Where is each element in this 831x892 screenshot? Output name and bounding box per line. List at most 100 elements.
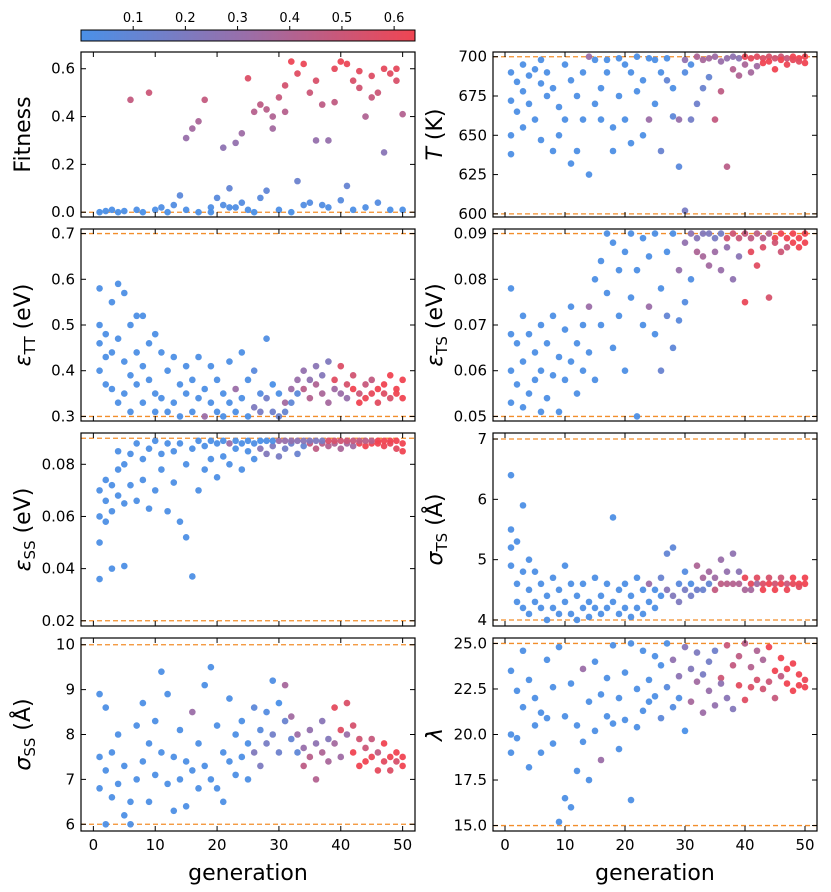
data-point (257, 194, 264, 202)
data-point (312, 445, 320, 452)
data-point (525, 390, 533, 397)
data-point (561, 61, 569, 68)
data-point (238, 717, 246, 725)
colorbar-gradient (80, 29, 416, 42)
y-tick-label: 0.08 (42, 455, 75, 473)
data-point (747, 683, 755, 691)
data-point (573, 339, 581, 347)
data-point (399, 447, 406, 455)
data-point (275, 94, 283, 101)
data-point (380, 437, 388, 445)
data-point (537, 408, 545, 416)
data-point (201, 681, 209, 689)
data-point (561, 562, 569, 569)
data-point (711, 53, 719, 61)
data-point (374, 749, 382, 756)
data-point (699, 671, 707, 678)
data-point (318, 201, 326, 209)
data-point (127, 450, 134, 458)
data-point (765, 53, 773, 61)
data-point (585, 53, 593, 61)
data-point (657, 147, 665, 155)
data-point (555, 610, 563, 618)
data-point (591, 727, 599, 735)
data-point (207, 362, 215, 370)
data-point (513, 381, 521, 388)
data-point (281, 108, 289, 116)
data-point (579, 738, 587, 746)
data-point (603, 604, 611, 612)
data-point (312, 740, 320, 747)
data-point (201, 762, 209, 770)
data-point (368, 390, 376, 397)
data-point (263, 335, 270, 343)
data-point (368, 735, 376, 743)
data-point (102, 353, 110, 361)
data-point (507, 544, 515, 551)
data-point (513, 108, 521, 116)
axes-frame (492, 637, 818, 832)
data-point (699, 586, 707, 594)
data-point (651, 604, 659, 612)
data-point (287, 437, 295, 445)
data-point (681, 239, 689, 247)
data-point (250, 367, 258, 375)
data-point (543, 616, 551, 624)
data-point (789, 56, 797, 64)
data-point (681, 69, 689, 76)
data-point (269, 677, 277, 684)
data-point (507, 367, 515, 375)
colorbar: 0.1 0.2 0.3 0.4 0.5 0.6 (80, 11, 416, 42)
data-point (633, 87, 641, 95)
data-point (114, 399, 122, 407)
data-point (669, 230, 677, 237)
data-point (337, 445, 345, 452)
data-point (356, 399, 363, 407)
colorbar-tick-label: 0.2 (175, 11, 196, 26)
data-point (102, 820, 110, 828)
data-point (801, 683, 809, 691)
data-point (96, 785, 103, 792)
data-point (318, 101, 326, 108)
data-point (591, 100, 599, 108)
data-point (663, 312, 671, 320)
data-point (735, 568, 743, 576)
data-point (226, 460, 233, 468)
data-point (507, 562, 515, 569)
data-point (257, 445, 264, 452)
data-point (579, 580, 587, 588)
data-point (189, 767, 196, 774)
y-tick-label: 600 (458, 205, 487, 223)
data-point (789, 574, 797, 582)
data-point (133, 776, 140, 783)
data-point (120, 207, 128, 215)
data-point (207, 399, 215, 407)
data-point (133, 312, 140, 320)
data-point (699, 84, 707, 92)
data-point (306, 726, 314, 734)
data-point (127, 408, 134, 416)
data-point (723, 234, 731, 242)
data-point (114, 492, 122, 499)
data-point (176, 413, 184, 420)
data-point (669, 592, 677, 600)
data-point (238, 753, 246, 761)
data-point (349, 749, 357, 756)
data-point (513, 734, 521, 742)
y-tick-label: 0.07 (454, 316, 487, 334)
data-point (561, 376, 569, 384)
data-point (591, 574, 599, 582)
data-point (96, 753, 103, 761)
data-point (133, 381, 140, 388)
data-point (244, 376, 252, 384)
data-point (102, 381, 110, 388)
data-point (108, 749, 116, 756)
scatter-series (96, 663, 406, 828)
data-point (735, 682, 743, 689)
data-point (507, 285, 515, 292)
data-point (753, 53, 761, 61)
panel-sigma-ss: 6 7 8 9 10 σSS (Å) 0 10 20 30 40 50 (9, 636, 416, 854)
y-tick-label: 17.5 (454, 771, 487, 789)
data-point (675, 266, 683, 274)
data-point (573, 92, 581, 100)
